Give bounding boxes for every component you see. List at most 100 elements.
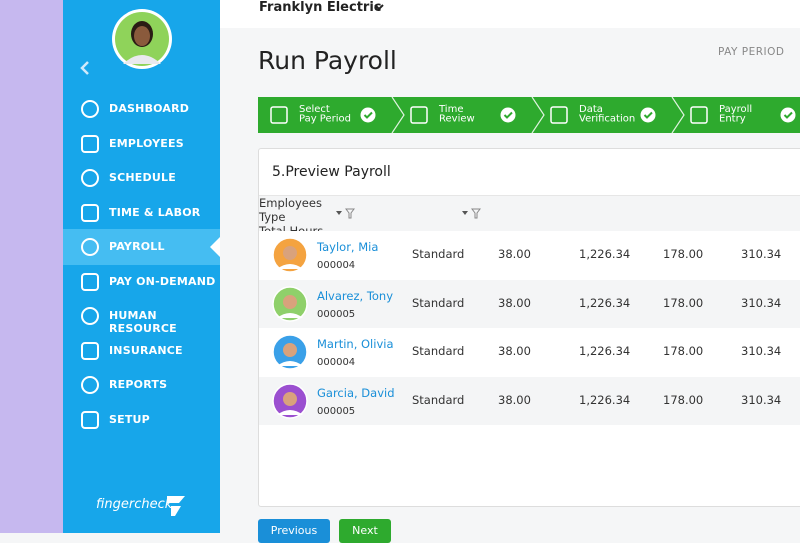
step-label[interactable]: Pay Period bbox=[299, 114, 351, 125]
icon-shape bbox=[81, 134, 99, 153]
top-bar: Franklyn Electric bbox=[220, 0, 800, 28]
menu-label: SETUP bbox=[109, 412, 150, 426]
menu-icon bbox=[81, 169, 99, 187]
menu-item[interactable]: TIME & LABOR bbox=[63, 195, 220, 231]
employee-name[interactable]: Alvarez, Tony bbox=[317, 288, 394, 303]
menu-icon bbox=[81, 100, 99, 118]
menu-item[interactable]: HUMAN RESOURCE bbox=[63, 298, 220, 335]
table-row: Martin, Olivia 000004 Standard 38.00 1,226.3… bbox=[259, 328, 800, 376]
employee-avatar bbox=[272, 382, 308, 419]
preview-card: 5.Preview Payroll EmployeesTypeTotal Hou… bbox=[258, 148, 800, 507]
cell-hours: 38.00 bbox=[498, 247, 531, 261]
icon-shape bbox=[81, 410, 99, 429]
menu-label: REPORTS bbox=[109, 378, 168, 391]
cell-hours: 38.00 bbox=[498, 295, 531, 310]
step-label[interactable]: Verification bbox=[579, 114, 635, 125]
filter-icon[interactable] bbox=[461, 208, 483, 220]
page-title: Run Payroll bbox=[258, 46, 397, 75]
employee-name[interactable]: Garcia, David bbox=[317, 385, 395, 400]
step-icon bbox=[410, 106, 428, 124]
icon-shape bbox=[81, 376, 99, 394]
table-row: Garcia, David 000005 Standard 38.00 1,226.34… bbox=[259, 376, 800, 425]
active-pointer bbox=[210, 237, 220, 257]
employee-id: 000005 bbox=[317, 308, 356, 320]
menu-item[interactable]: DASHBOARD bbox=[63, 91, 220, 127]
menu-icon bbox=[81, 203, 99, 222]
icon-shape bbox=[81, 238, 99, 256]
company-name[interactable]: Franklyn Electric bbox=[259, 0, 382, 15]
icon-shape bbox=[81, 341, 99, 360]
employee-name[interactable]: Martin, Olivia bbox=[317, 337, 394, 351]
icon-shape bbox=[81, 203, 99, 222]
step-icon bbox=[270, 106, 288, 124]
step-check bbox=[640, 107, 656, 123]
previous-button[interactable]: Previous bbox=[258, 519, 330, 543]
filter-icon[interactable] bbox=[335, 208, 357, 220]
step-check bbox=[500, 107, 516, 123]
step-label[interactable]: Select bbox=[299, 104, 330, 115]
step-divider bbox=[531, 97, 545, 133]
step-label[interactable]: Data bbox=[579, 104, 603, 115]
company-dropdown[interactable] bbox=[373, 3, 385, 13]
cell-type: Standard bbox=[412, 392, 465, 407]
menu-item[interactable]: SETUP bbox=[63, 402, 220, 438]
brand-mark bbox=[167, 496, 185, 516]
cell-ee-taxes: 310.34 bbox=[741, 392, 782, 407]
cell-hours: 38.00 bbox=[498, 392, 531, 407]
cell-type: Standard bbox=[412, 344, 465, 358]
menu-item[interactable]: INSURANCE bbox=[63, 333, 220, 369]
step-label[interactable]: Review bbox=[439, 114, 475, 125]
step-icon bbox=[550, 106, 568, 124]
step-label[interactable]: Time bbox=[438, 104, 463, 115]
sort-arrow bbox=[462, 211, 468, 215]
cell-ee-taxes: 310.34 bbox=[741, 344, 782, 358]
step-label[interactable]: Entry bbox=[719, 114, 746, 125]
column-header[interactable]: Employees bbox=[259, 196, 322, 210]
cell-gross: 1,226.34 bbox=[579, 344, 631, 358]
icon-shape bbox=[81, 307, 99, 325]
avatar-head bbox=[283, 294, 297, 309]
step-icon bbox=[690, 106, 708, 124]
profile-avatar[interactable] bbox=[111, 8, 173, 70]
check-mark bbox=[783, 111, 793, 119]
backdrop bbox=[0, 0, 63, 533]
next-button[interactable]: Next bbox=[339, 519, 391, 543]
menu-label: PAY ON-DEMAND bbox=[109, 274, 216, 288]
menu-item[interactable]: SCHEDULE bbox=[63, 160, 220, 196]
step-label[interactable]: Payroll bbox=[719, 104, 752, 115]
menu-label: TIME & LABOR bbox=[109, 205, 201, 219]
column-header[interactable]: Type bbox=[259, 210, 286, 224]
menu-item[interactable]: PAYROLL bbox=[63, 229, 220, 265]
employee-avatar bbox=[272, 334, 308, 370]
menu-icon bbox=[81, 307, 99, 325]
table-row: Alvarez, Tony 000005 Standard 38.00 1,226.34… bbox=[259, 279, 800, 328]
menu-label: HUMAN RESOURCE bbox=[109, 309, 177, 335]
menu-item[interactable]: REPORTS bbox=[63, 367, 220, 403]
step-divider bbox=[671, 97, 685, 133]
employee-name[interactable]: Taylor, Mia bbox=[317, 240, 379, 254]
sort-arrow bbox=[336, 211, 342, 215]
menu-label: EMPLOYEES bbox=[109, 136, 184, 150]
avatar-head bbox=[283, 343, 297, 357]
menu-label: INSURANCE bbox=[109, 343, 183, 357]
employee-avatar bbox=[272, 285, 308, 322]
cell-hours: 38.00 bbox=[498, 344, 531, 358]
collapse-button[interactable] bbox=[79, 61, 91, 75]
employee-avatar bbox=[272, 237, 308, 273]
menu-icon bbox=[81, 376, 99, 394]
step-check bbox=[360, 107, 376, 123]
avatar-body bbox=[277, 264, 303, 269]
menu-item[interactable]: EMPLOYEES bbox=[63, 126, 220, 162]
menu-icon bbox=[81, 410, 99, 429]
menu-label: PAYROLL bbox=[109, 240, 165, 253]
step-divider bbox=[391, 97, 405, 133]
check-mark bbox=[503, 111, 513, 119]
menu-icon bbox=[81, 134, 99, 153]
avatar-body bbox=[277, 409, 303, 415]
card-title: 5.Preview Payroll bbox=[272, 164, 391, 180]
avatar-head bbox=[283, 246, 297, 260]
menu-item[interactable]: PAY ON-DEMAND bbox=[63, 264, 220, 300]
employee-id: 000005 bbox=[317, 405, 356, 417]
